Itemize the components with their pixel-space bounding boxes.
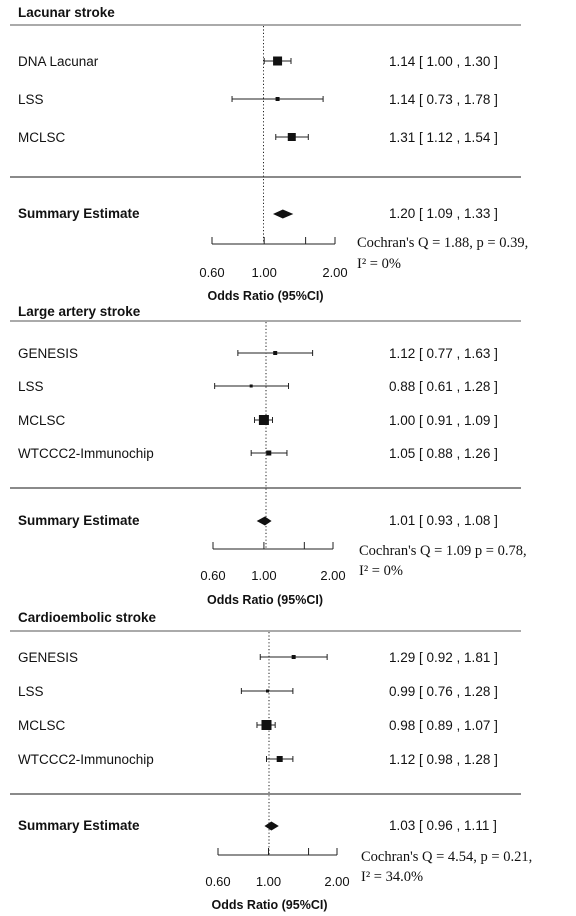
x-axis-label: Odds Ratio (95%CI) xyxy=(207,593,323,607)
point-estimate xyxy=(276,756,283,762)
study-name: LSS xyxy=(18,379,44,394)
study-value-label: 1.00 [ 0.91 , 1.09 ] xyxy=(389,413,498,428)
x-tick-label: 2.00 xyxy=(324,874,349,889)
study-name: LSS xyxy=(18,92,44,107)
point-estimate xyxy=(249,384,253,388)
point-estimate xyxy=(273,351,278,355)
summary-value-label: 1.20 [ 1.09 , 1.33 ] xyxy=(389,206,498,221)
study-name: WTCCC2-Immunochip xyxy=(18,752,154,767)
study-value-label: 1.14 [ 1.00 , 1.30 ] xyxy=(389,54,498,69)
study-name: GENESIS xyxy=(18,346,78,361)
heterogeneity-i2: I² = 0% xyxy=(357,256,401,272)
x-tick-label: 0.60 xyxy=(205,874,230,889)
study-value-label: 1.05 [ 0.88 , 1.26 ] xyxy=(389,446,498,461)
point-estimate xyxy=(273,56,283,66)
study-value-label: 0.88 [ 0.61 , 1.28 ] xyxy=(389,379,498,394)
summary-value-label: 1.03 [ 0.96 , 1.11 ] xyxy=(389,818,497,833)
summary-diamond xyxy=(264,821,279,831)
forest-panel-3: Cardioembolic stroke GENESIS 1.29 [ 0.92 ,… xyxy=(10,610,532,912)
study-value-label: 1.12 [ 0.98 , 1.28 ] xyxy=(389,752,498,767)
panel-title: Lacunar stroke xyxy=(18,5,115,20)
forest-panel-1: Lacunar stroke DNA Lacunar 1.14 [ 1.00 , 1… xyxy=(10,5,528,303)
point-estimate xyxy=(258,415,269,425)
study-value-label: 1.14 [ 0.73 , 1.78 ] xyxy=(389,92,498,107)
study-value-label: 1.29 [ 0.92 , 1.81 ] xyxy=(389,650,498,665)
x-tick-label: 0.60 xyxy=(200,568,225,583)
point-estimate xyxy=(291,655,296,659)
summary-value-label: 1.01 [ 0.93 , 1.08 ] xyxy=(389,513,498,528)
point-estimate xyxy=(266,450,272,456)
study-name: MCLSC xyxy=(18,413,66,428)
forest-panel-2: Large artery stroke GENESIS 1.12 [ 0.77 , … xyxy=(10,304,527,607)
x-tick-label: 2.00 xyxy=(322,265,347,280)
summary-name: Summary Estimate xyxy=(18,818,140,833)
heterogeneity-stat: Cochran's Q = 4.54, p = 0.21, xyxy=(361,849,532,865)
study-name: MCLSC xyxy=(18,718,66,733)
study-name: MCLSC xyxy=(18,130,66,145)
study-name: DNA Lacunar xyxy=(18,54,99,69)
study-value-label: 1.31 [ 1.12 , 1.54 ] xyxy=(389,130,498,145)
summary-name: Summary Estimate xyxy=(18,513,140,528)
heterogeneity-i2: I² = 34.0% xyxy=(361,869,423,885)
study-value-label: 1.12 [ 0.77 , 1.63 ] xyxy=(389,346,498,361)
heterogeneity-stat: Cochran's Q = 1.09 p = 0.78, xyxy=(359,543,527,559)
study-name: GENESIS xyxy=(18,650,78,665)
x-tick-label: 2.00 xyxy=(320,568,345,583)
summary-diamond xyxy=(272,209,294,219)
summary-name: Summary Estimate xyxy=(18,206,140,221)
heterogeneity-stat: Cochran's Q = 1.88, p = 0.39, xyxy=(357,235,528,251)
panel-title: Cardioembolic stroke xyxy=(18,610,157,625)
heterogeneity-i2: I² = 0% xyxy=(359,563,403,579)
x-tick-label: 1.00 xyxy=(252,265,277,280)
x-tick-label: 1.00 xyxy=(251,568,276,583)
point-estimate xyxy=(265,689,269,693)
study-name: WTCCC2-Immunochip xyxy=(18,446,154,461)
point-estimate xyxy=(275,97,280,101)
study-name: LSS xyxy=(18,684,44,699)
panel-title: Large artery stroke xyxy=(18,304,141,319)
x-axis-label: Odds Ratio (95%CI) xyxy=(212,898,328,912)
study-value-label: 0.98 [ 0.89 , 1.07 ] xyxy=(389,718,498,733)
point-estimate xyxy=(287,133,296,141)
x-axis-label: Odds Ratio (95%CI) xyxy=(208,289,324,303)
x-tick-label: 0.60 xyxy=(199,265,224,280)
point-estimate xyxy=(261,720,272,730)
summary-diamond xyxy=(256,516,272,526)
x-tick-label: 1.00 xyxy=(256,874,281,889)
study-value-label: 0.99 [ 0.76 , 1.28 ] xyxy=(389,684,498,699)
